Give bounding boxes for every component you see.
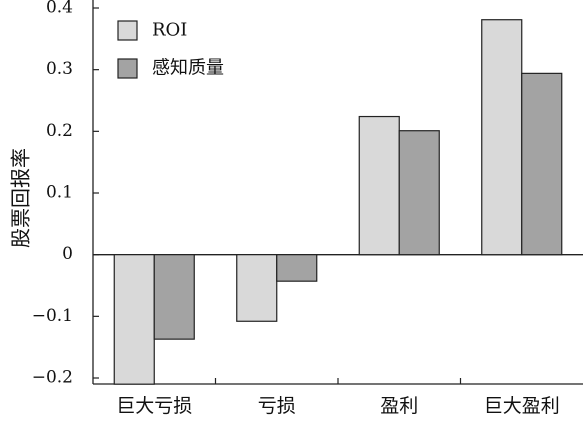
x-ticks: 巨大亏损 亏损 盈利 巨大盈利 bbox=[116, 378, 560, 417]
bar-roi bbox=[481, 19, 523, 256]
y-tick-label: −0.1 bbox=[32, 306, 73, 326]
bar-roi bbox=[113, 254, 155, 385]
y-ticks: 0.4 0.3 0.2 0.1 0 −0.1 −0.2 bbox=[32, 0, 99, 388]
y-tick-label: 0.1 bbox=[46, 183, 73, 203]
bar-perceived-quality bbox=[521, 72, 563, 256]
x-tick-label: 亏损 bbox=[258, 395, 296, 417]
x-tick-label: 巨大亏损 bbox=[116, 395, 192, 417]
x-tick-label: 巨大盈利 bbox=[484, 395, 560, 417]
legend-swatch bbox=[117, 58, 138, 79]
x-tick-label: 盈利 bbox=[380, 395, 418, 417]
y-tick-label: 0.2 bbox=[46, 121, 73, 141]
bar-perceived-quality bbox=[398, 130, 440, 256]
bar-perceived-quality bbox=[276, 254, 318, 282]
legend-label: ROI bbox=[152, 20, 187, 41]
legend-label: 感知质量 bbox=[152, 58, 224, 79]
bar-perceived-quality bbox=[153, 254, 195, 340]
y-tick-label: 0.3 bbox=[46, 59, 73, 79]
legend: ROI 感知质量 bbox=[117, 20, 224, 79]
bar-roi bbox=[236, 254, 278, 322]
bars bbox=[113, 19, 563, 385]
legend-swatch bbox=[117, 20, 138, 41]
y-axis-title: 股票回报率 bbox=[9, 148, 33, 248]
bar-roi bbox=[358, 115, 400, 256]
y-tick-label: 0.4 bbox=[46, 0, 73, 18]
y-tick-label: −0.2 bbox=[32, 368, 73, 388]
y-tick-label: 0 bbox=[62, 244, 73, 264]
